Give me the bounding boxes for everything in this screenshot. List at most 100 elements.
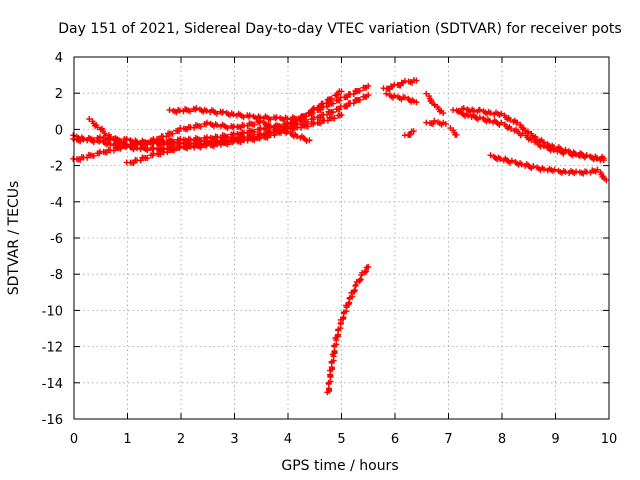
data-point: [176, 128, 183, 135]
data-point: [350, 100, 357, 107]
data-point: [365, 92, 372, 99]
series-track-16: [324, 263, 372, 396]
x-tick-label: 8: [498, 432, 506, 447]
data-point: [187, 108, 194, 115]
data-point: [352, 282, 359, 289]
data-point: [193, 105, 200, 112]
data-point: [524, 128, 531, 135]
data-point: [306, 137, 313, 144]
data-point: [338, 88, 345, 95]
data-point: [519, 130, 526, 137]
data-point: [508, 157, 515, 164]
data-point: [562, 168, 569, 175]
series-track-7: [380, 76, 420, 93]
data-point: [498, 110, 505, 117]
data-point: [267, 116, 274, 123]
data-point: [550, 146, 557, 153]
data-point: [328, 95, 335, 102]
data-point: [213, 110, 220, 117]
data-point: [336, 97, 343, 104]
data-point: [356, 96, 363, 103]
data-point: [455, 108, 462, 115]
axis-ticks: [73, 56, 610, 420]
y-tick-label: -16: [42, 413, 63, 428]
data-point: [276, 128, 283, 135]
data-point: [350, 91, 357, 98]
x-tick-label: 9: [551, 432, 559, 447]
data-point: [356, 87, 363, 94]
data-point: [583, 168, 590, 175]
y-tick-labels: -16 -14 -12 -10 -8 -6 -4 -2 0 2 4: [42, 51, 63, 428]
data-point: [144, 147, 151, 154]
series-track-13: [455, 108, 607, 162]
grid: [74, 57, 609, 419]
series-track-15: [447, 125, 460, 138]
data-point: [331, 115, 338, 122]
data-point: [330, 109, 337, 116]
data-point: [486, 118, 493, 125]
data-point: [530, 163, 537, 170]
data-point: [214, 122, 221, 129]
data-point: [365, 82, 372, 89]
y-tick-label: 4: [55, 51, 63, 66]
data-point: [573, 151, 580, 158]
data-point: [144, 139, 151, 146]
data-point: [220, 108, 226, 115]
data-point: [197, 123, 204, 130]
data-point: [410, 128, 417, 135]
x-tick-label: 5: [337, 432, 345, 447]
data-point: [487, 110, 494, 117]
data-point: [365, 263, 372, 270]
data-point: [600, 155, 607, 162]
data-point: [267, 123, 274, 130]
data-point: [107, 141, 114, 148]
data-point: [593, 154, 600, 161]
data-point: [487, 152, 494, 159]
data-point: [293, 133, 300, 140]
y-tick-label: -6: [50, 232, 63, 247]
data-point: [257, 114, 264, 121]
data-point: [391, 92, 398, 99]
data-point: [169, 130, 176, 137]
data-point: [349, 293, 356, 300]
data-point: [453, 131, 460, 138]
data-point: [90, 152, 97, 159]
data-point: [431, 101, 438, 108]
data-point: [230, 135, 237, 142]
data-point: [251, 121, 258, 128]
data-point: [156, 136, 163, 143]
data-point: [460, 105, 467, 112]
data-point: [203, 119, 210, 126]
data-point: [317, 104, 324, 111]
data-points: [70, 76, 610, 396]
data-point: [344, 94, 351, 101]
data-point: [476, 106, 483, 113]
data-point: [465, 112, 472, 119]
data-point: [383, 90, 390, 97]
x-axis-title: GPS time / hours: [281, 458, 398, 474]
x-tick-label: 2: [177, 432, 185, 447]
data-point: [150, 144, 157, 151]
data-point: [70, 132, 77, 139]
data-point: [166, 106, 173, 113]
y-tick-label: 2: [55, 87, 63, 102]
series-track-9: [401, 128, 417, 139]
y-axis-title: SDTVAR / TECUs: [6, 181, 22, 296]
x-tick-label: 7: [444, 432, 452, 447]
data-point: [573, 168, 580, 175]
data-point: [107, 134, 114, 141]
data-point: [344, 103, 351, 110]
y-tick-label: -2: [50, 160, 63, 175]
data-point: [497, 156, 504, 163]
data-point: [507, 125, 514, 132]
data-point: [295, 115, 302, 122]
data-point: [518, 161, 525, 168]
y-tick-label: -12: [42, 341, 63, 356]
data-point: [440, 110, 447, 117]
y-tick-label: -14: [42, 377, 63, 392]
x-tick-label: 3: [230, 432, 238, 447]
data-point: [551, 166, 558, 173]
data-point: [94, 124, 101, 131]
series-track-4: [123, 111, 345, 167]
